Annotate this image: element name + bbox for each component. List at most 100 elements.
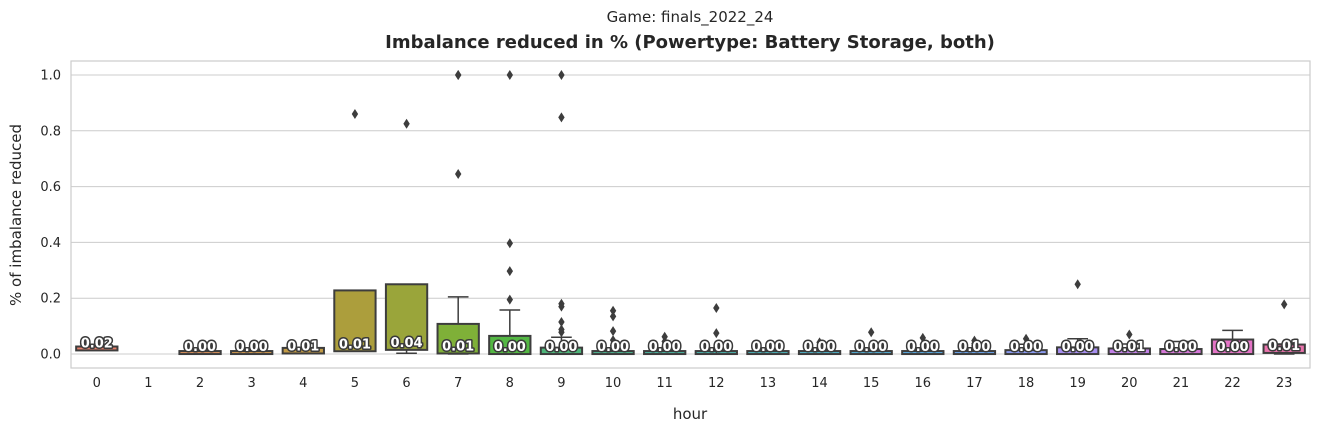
median-label: 0.00 <box>752 340 784 355</box>
x-tick-label: 3 <box>248 376 256 391</box>
outlier-point <box>558 316 565 327</box>
outlier-point <box>506 238 514 249</box>
y-tick-label: 0.0 <box>40 348 61 363</box>
median-label: 0.01 <box>442 339 474 354</box>
y-tick-label: 0.4 <box>40 236 61 251</box>
median-label: 0.01 <box>1268 339 1300 354</box>
box-iqr <box>539 346 584 356</box>
median-label: 0.01 <box>287 339 319 354</box>
outlier-point <box>558 324 565 335</box>
outlier-point <box>1126 329 1133 340</box>
box-iqr <box>488 334 532 356</box>
outlier-point <box>609 326 617 337</box>
median-label: 0.00 <box>804 340 836 355</box>
y-tick-label: 0.2 <box>40 292 61 307</box>
box-iqr <box>1004 349 1048 356</box>
outlier-point <box>454 69 462 80</box>
x-tick-label: 7 <box>454 376 462 391</box>
median-label: 0.04 <box>391 336 423 351</box>
x-tick-label: 5 <box>351 376 359 391</box>
x-tick-label: 22 <box>1224 376 1241 391</box>
median-label: 0.01 <box>1113 340 1145 355</box>
median-label: 0.00 <box>545 340 577 355</box>
box-iqr <box>746 350 790 356</box>
median-label: 0.00 <box>1062 340 1094 355</box>
box-iqr <box>952 350 997 356</box>
box-hour-21 <box>1159 340 1203 356</box>
median-label: 0.00 <box>907 340 939 355</box>
outlier-point <box>1280 299 1288 310</box>
median-label: 0.02 <box>81 336 113 351</box>
x-tick-labels: 0 1 2 3 4 5 6 7 8 9 10 11 12 13 14 15 16 17 18 19 20 21 22 23 <box>93 376 1293 391</box>
y-tick-label: 1.0 <box>40 68 61 83</box>
box-hour-13 <box>746 350 790 356</box>
outlier-point <box>713 328 720 339</box>
x-tick-label: 10 <box>605 376 622 391</box>
outlier-point <box>609 335 617 346</box>
box-hour-18 <box>1004 333 1048 356</box>
outlier-point <box>609 305 617 316</box>
outlier-point <box>558 112 565 123</box>
outlier-point <box>713 343 720 354</box>
median-label: 0.00 <box>1217 340 1249 355</box>
outlier-point <box>816 337 823 348</box>
outlier-point <box>351 109 359 120</box>
box-iqr <box>1107 347 1151 356</box>
median-labels-layer: 0.02 0.00 0.00 0.01 0.01 0.04 0.01 0.00 0.00 0.00… <box>79 334 1301 356</box>
outlier-point <box>867 327 875 338</box>
outlier-point <box>454 169 462 180</box>
chart-suptitle: Game: finals_2022_24 <box>607 8 774 27</box>
outlier-point <box>558 298 565 309</box>
box-hour-6 <box>384 118 429 354</box>
y-axis-label: % of imbalance reduced <box>7 124 25 306</box>
x-tick-label: 8 <box>506 376 514 391</box>
median-label: 0.00 <box>855 340 887 355</box>
box-hour-14 <box>797 337 842 356</box>
median-label: 0.00 <box>1165 340 1197 355</box>
median-label: 0.01 <box>339 337 371 352</box>
outlier-point <box>609 311 617 322</box>
outlier-point <box>506 69 514 80</box>
box-hour-11 <box>643 331 687 356</box>
median-label: 0.00 <box>649 340 681 355</box>
box-iqr <box>849 350 893 356</box>
box-hour-0 <box>75 345 119 352</box>
x-tick-label: 2 <box>196 376 204 391</box>
y-tick-labels: 0.0 0.2 0.4 0.6 0.8 1.0 <box>40 68 61 362</box>
outlier-point <box>609 340 617 351</box>
box-hour-17 <box>952 335 997 356</box>
box-iqr <box>797 350 842 356</box>
boxes-layer <box>75 69 1306 356</box>
y-tick-label: 0.8 <box>40 124 61 139</box>
box-hour-19 <box>1056 279 1100 356</box>
x-tick-label: 16 <box>915 376 932 391</box>
x-tick-label: 6 <box>402 376 410 391</box>
box-hour-23 <box>1262 299 1306 355</box>
y-tick-label: 0.6 <box>40 180 61 195</box>
outlier-point <box>403 118 410 129</box>
outlier-point <box>919 339 927 350</box>
median-label: 0.00 <box>700 340 732 355</box>
median-label: 0.00 <box>236 340 268 355</box>
x-tick-label: 19 <box>1069 376 1086 391</box>
x-tick-label: 0 <box>93 376 101 391</box>
box-hour-15 <box>849 327 893 356</box>
outlier-point <box>713 302 720 313</box>
x-tick-label: 9 <box>557 376 565 391</box>
box-iqr <box>1262 343 1306 354</box>
outlier-point <box>506 294 514 305</box>
outlier-point <box>1074 279 1081 290</box>
box-iqr <box>384 283 429 351</box>
box-hour-7 <box>436 69 480 355</box>
x-tick-label: 12 <box>708 376 725 391</box>
box-hour-22 <box>1210 329 1255 356</box>
x-tick-label: 14 <box>811 376 828 391</box>
median-label: 0.00 <box>1010 340 1042 355</box>
x-tick-label: 11 <box>656 376 673 391</box>
box-hour-3 <box>230 350 274 356</box>
outlier-point <box>661 331 668 342</box>
x-tick-label: 23 <box>1276 376 1293 391</box>
x-tick-label: 18 <box>1018 376 1035 391</box>
box-iqr <box>1210 338 1255 356</box>
